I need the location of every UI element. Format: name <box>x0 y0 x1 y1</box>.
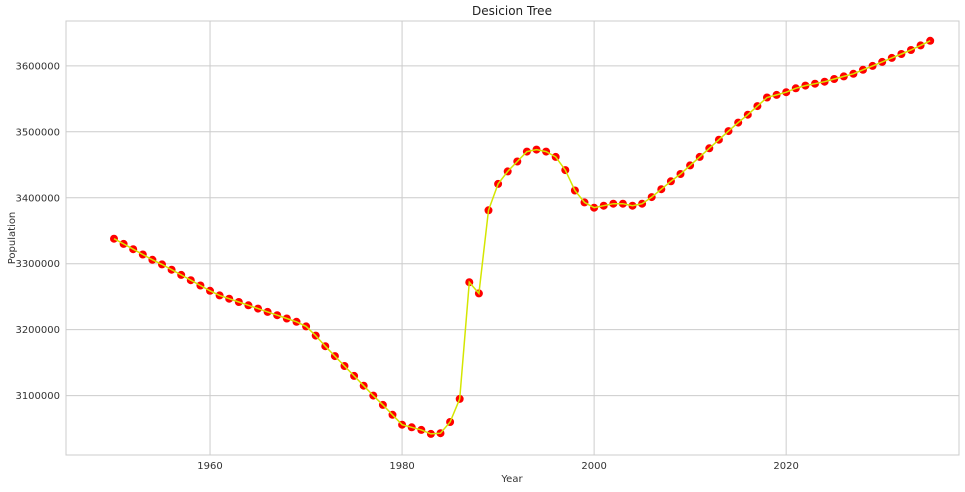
chart-title: Desicion Tree <box>472 4 552 18</box>
series-line <box>113 40 931 435</box>
y-axis-title: Population <box>7 212 18 265</box>
grid-lines <box>66 21 959 455</box>
plot-area <box>65 20 960 456</box>
y-tick-label: 3600000 <box>15 61 60 72</box>
y-axis-ticks: 3100000 3200000 3300000 3400000 3500000 36000… <box>15 61 60 402</box>
x-axis-ticks: 1960 1980 2000 2020 <box>197 461 799 472</box>
x-axis-title: Year <box>500 474 523 485</box>
x-tick-label: 2020 <box>773 461 798 472</box>
y-tick-label: 3400000 <box>15 193 60 204</box>
x-tick-label: 1960 <box>197 461 222 472</box>
x-tick-label: 2000 <box>581 461 606 472</box>
y-tick-label: 3200000 <box>15 325 60 336</box>
y-tick-label: 3500000 <box>15 127 60 138</box>
y-tick-label: 3300000 <box>15 259 60 270</box>
y-tick-label: 3100000 <box>15 391 60 402</box>
x-tick-label: 1980 <box>389 461 414 472</box>
